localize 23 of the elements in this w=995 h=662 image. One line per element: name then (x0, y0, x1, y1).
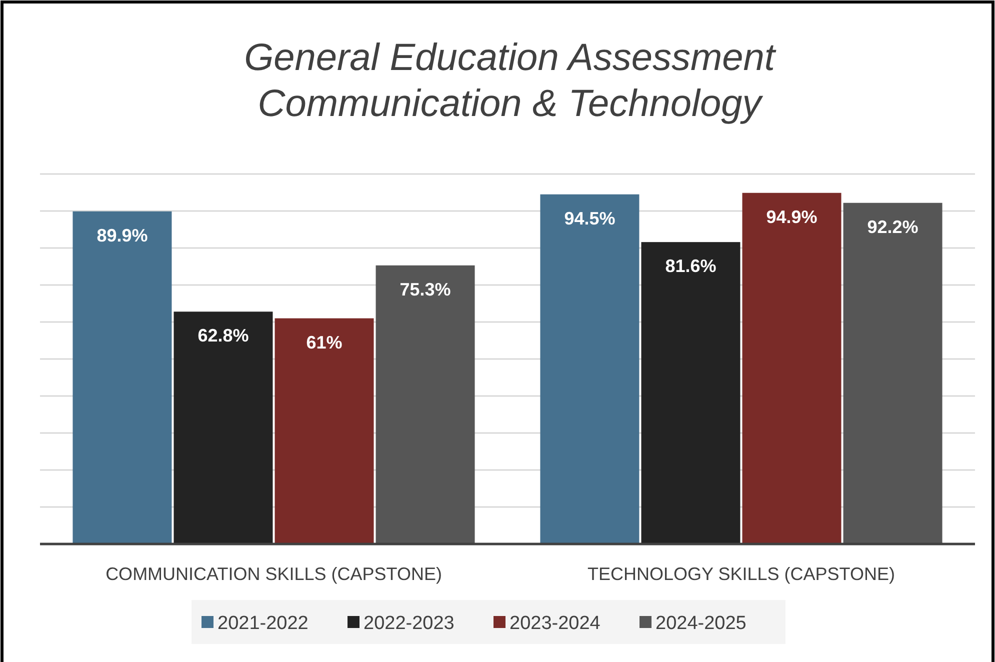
bar (274, 318, 374, 544)
chart-title: General Education Assessment Communication & Technology (244, 37, 776, 125)
bar (174, 312, 273, 544)
legend-label: 2021-2022 (218, 613, 308, 634)
bar (641, 242, 740, 544)
bar (72, 211, 172, 544)
data-label: 75.3% (400, 279, 451, 300)
legend-label: 2024-2025 (656, 613, 746, 634)
legend-label: 2022-2023 (364, 613, 454, 634)
data-label: 92.2% (867, 216, 918, 237)
data-label: 61% (306, 332, 342, 352)
bar (843, 202, 942, 544)
data-label: 94.5% (564, 208, 616, 228)
bar (376, 265, 475, 544)
data-label: 94.9% (766, 206, 818, 227)
bar (540, 194, 640, 544)
data-label: 89.9% (96, 225, 148, 246)
x-tick-label: TECHNOLOGY SKILLS (CAPSTONE) (588, 564, 895, 584)
data-label: 62.8% (198, 326, 249, 346)
bar (742, 192, 842, 544)
data-label: 81.6% (665, 256, 716, 276)
legend-label: 2023-2024 (510, 613, 601, 634)
x-tick-label: COMMUNICATION SKILLS (CAPSTONE) (106, 564, 442, 584)
